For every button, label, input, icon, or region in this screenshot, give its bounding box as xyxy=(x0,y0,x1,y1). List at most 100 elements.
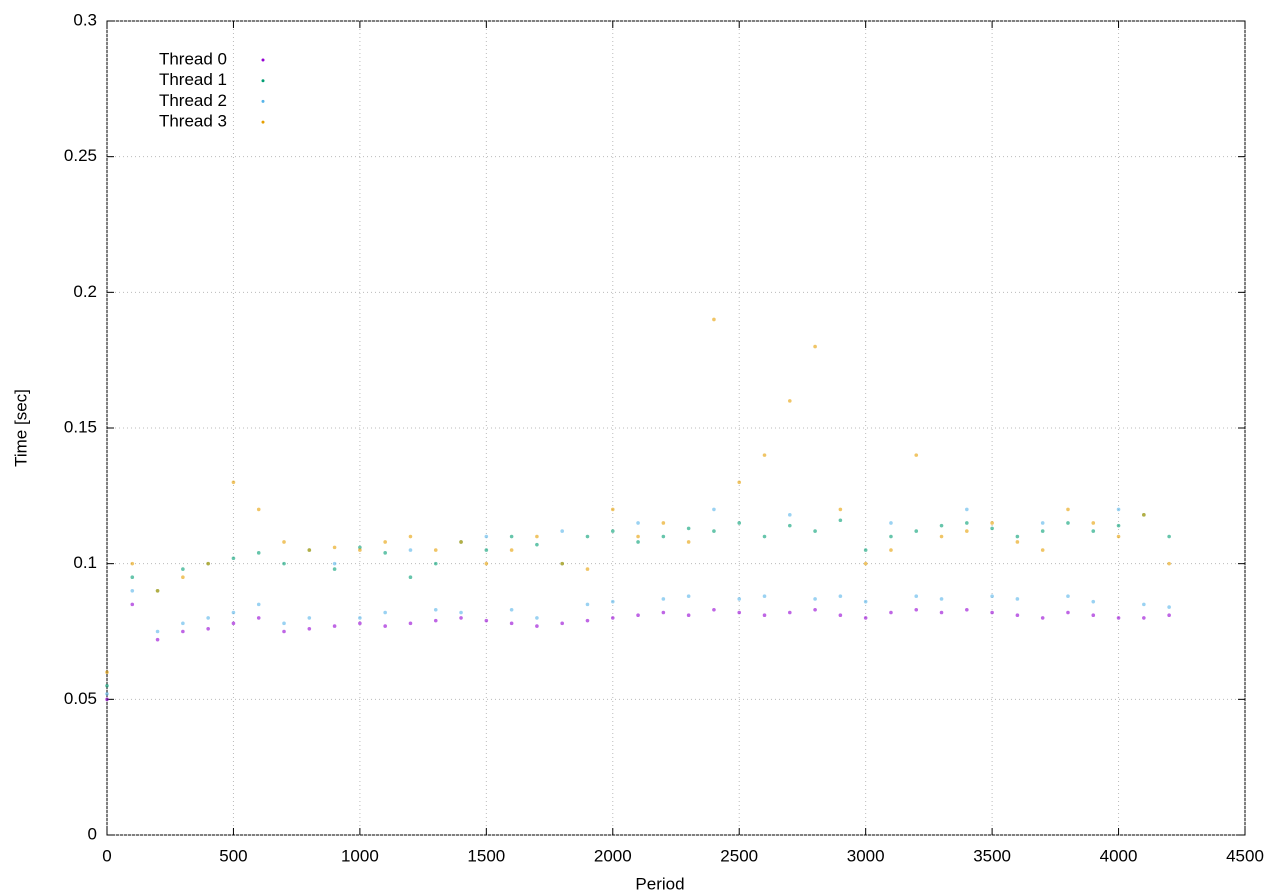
point xyxy=(939,610,944,615)
point xyxy=(863,548,868,552)
point xyxy=(560,529,564,533)
point xyxy=(383,540,387,544)
point xyxy=(307,548,312,552)
point xyxy=(1142,513,1146,517)
point xyxy=(1066,610,1070,615)
point xyxy=(863,599,868,604)
legend-marker xyxy=(261,58,265,62)
legend-label: Thread 0 xyxy=(159,49,227,68)
point xyxy=(737,480,742,485)
point xyxy=(358,548,362,552)
point xyxy=(914,594,919,599)
point xyxy=(661,597,666,601)
point xyxy=(459,610,463,615)
point xyxy=(636,521,640,525)
point xyxy=(484,618,489,623)
y-tick-label: 0.05 xyxy=(64,689,97,708)
x-tick-label: 4000 xyxy=(1100,846,1138,865)
point xyxy=(181,575,185,580)
point xyxy=(965,607,969,612)
point xyxy=(433,548,438,552)
point xyxy=(990,594,994,599)
point xyxy=(965,529,969,533)
point xyxy=(889,534,893,539)
point xyxy=(231,480,236,485)
point xyxy=(636,613,640,618)
point xyxy=(130,575,135,580)
point xyxy=(813,607,817,612)
point xyxy=(181,629,185,634)
y-tick-label: 0.2 xyxy=(73,282,97,301)
point xyxy=(408,548,413,552)
x-tick-label: 1500 xyxy=(467,846,505,865)
point xyxy=(1116,616,1121,620)
point xyxy=(332,545,337,550)
point xyxy=(610,616,615,620)
point xyxy=(762,453,767,457)
x-tick-label: 2500 xyxy=(720,846,758,865)
point xyxy=(712,607,716,612)
point xyxy=(990,610,994,615)
y-tick-label: 0.1 xyxy=(73,553,97,572)
y-tick-label: 0.15 xyxy=(64,417,97,436)
point xyxy=(788,399,792,403)
legend-marker xyxy=(261,120,265,124)
point xyxy=(863,616,868,620)
point xyxy=(863,561,868,566)
point xyxy=(1091,529,1096,533)
point xyxy=(788,523,792,528)
point xyxy=(383,624,387,628)
point xyxy=(282,561,286,566)
point xyxy=(231,621,236,626)
point xyxy=(1167,534,1171,539)
point xyxy=(762,613,767,618)
point xyxy=(358,616,362,620)
point xyxy=(256,602,261,607)
point xyxy=(939,523,944,528)
point xyxy=(181,567,185,571)
point xyxy=(1142,602,1146,607)
point xyxy=(433,618,438,623)
point xyxy=(1040,529,1045,533)
point xyxy=(1066,507,1070,512)
point xyxy=(788,610,792,615)
point xyxy=(433,561,438,566)
point xyxy=(1066,521,1070,525)
point xyxy=(383,610,387,615)
point xyxy=(358,621,362,626)
point xyxy=(155,589,160,593)
point xyxy=(130,602,135,607)
point xyxy=(914,529,919,533)
point xyxy=(1116,534,1121,539)
point xyxy=(155,637,160,642)
point xyxy=(130,589,135,593)
point xyxy=(712,529,716,533)
point xyxy=(1015,613,1020,618)
point xyxy=(1040,548,1045,552)
point xyxy=(408,621,413,626)
point xyxy=(939,597,944,601)
point xyxy=(1040,616,1045,620)
point xyxy=(1167,561,1171,566)
y-tick-label: 0 xyxy=(88,824,97,843)
point xyxy=(1040,521,1045,525)
legend-marker xyxy=(261,99,265,103)
y-tick-label: 0.25 xyxy=(64,146,97,165)
x-tick-label: 0 xyxy=(102,846,111,865)
point xyxy=(509,607,514,612)
point xyxy=(282,621,286,626)
point xyxy=(712,317,716,322)
point xyxy=(332,624,337,628)
point xyxy=(1167,613,1171,618)
x-tick-label: 3000 xyxy=(847,846,885,865)
point xyxy=(1116,507,1121,512)
point xyxy=(560,561,564,566)
point xyxy=(332,567,337,571)
point xyxy=(535,624,539,628)
point xyxy=(358,545,362,550)
point xyxy=(889,521,893,525)
point xyxy=(585,534,590,539)
point xyxy=(762,594,767,599)
point xyxy=(838,518,843,523)
